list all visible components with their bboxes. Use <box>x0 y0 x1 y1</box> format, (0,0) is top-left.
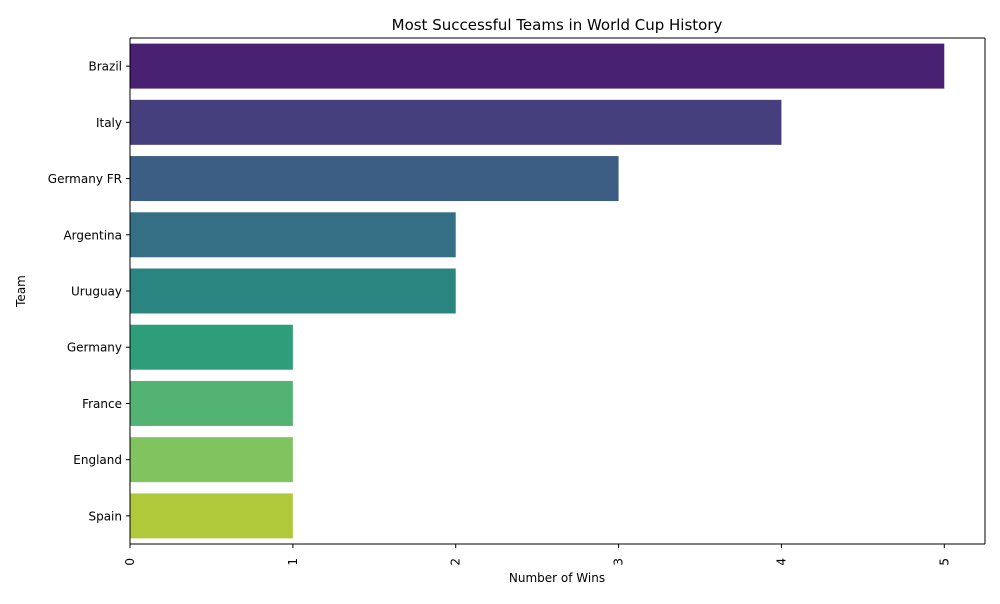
bar-germany <box>130 324 293 370</box>
bar-germany-fr <box>130 156 619 202</box>
chart-title: Most Successful Teams in World Cup Histo… <box>392 16 723 34</box>
y-tick-label: Italy <box>96 116 122 130</box>
y-tick-label: Germany FR <box>48 172 122 186</box>
x-ticks: 0 1 2 3 4 5 <box>123 544 951 566</box>
bar-brazil <box>130 43 945 89</box>
x-tick-label: 5 <box>937 558 951 566</box>
x-tick-label: 3 <box>612 558 626 566</box>
bar-italy <box>130 99 782 145</box>
bar-uruguay <box>130 268 456 314</box>
bars-group <box>130 43 945 539</box>
bar-france <box>130 380 293 426</box>
y-tick-label: Germany <box>67 341 122 355</box>
y-tick-label: France <box>82 397 122 411</box>
y-tick-label: Spain <box>88 509 122 523</box>
x-tick-label: 2 <box>449 558 463 566</box>
x-tick-label: 0 <box>123 558 137 566</box>
y-ticks: Brazil Italy Germany FR Argentina Uruguay Ger… <box>48 60 130 523</box>
x-tick-label: 1 <box>286 558 300 566</box>
bar-argentina <box>130 212 456 258</box>
y-tick-label: Brazil <box>89 60 123 74</box>
bar-spain <box>130 493 293 539</box>
bar-england <box>130 437 293 483</box>
x-axis-label: Number of Wins <box>509 571 605 585</box>
y-tick-label: Uruguay <box>71 285 122 299</box>
y-tick-label: Argentina <box>63 228 122 242</box>
y-tick-label: England <box>73 453 122 467</box>
y-axis-label: Team <box>14 275 28 308</box>
x-tick-label: 4 <box>774 558 788 566</box>
